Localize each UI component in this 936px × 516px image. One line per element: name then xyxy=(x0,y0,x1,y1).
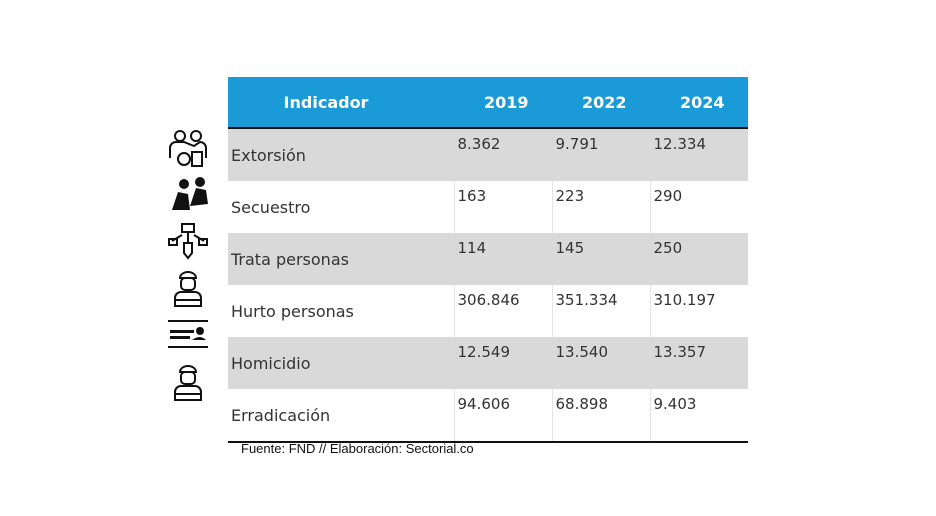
row-label: Extorsión xyxy=(228,128,454,181)
cell: 8.362 xyxy=(453,128,552,181)
crime-indicators-table: Indicador 2019 2022 2024 Extorsión 8.362 9… xyxy=(228,77,748,443)
cell: 13.540 xyxy=(551,337,650,389)
row-label: Trata personas xyxy=(228,233,454,285)
cell: 250 xyxy=(649,233,748,285)
cell: 13.357 xyxy=(649,337,748,389)
source-caption: Fuente: FND // Elaboración: Sectorial.co xyxy=(241,441,474,456)
table-row: Trata personas 114 145 250 xyxy=(228,233,748,285)
table-row: Erradicación 94.606 68.898 9.403 xyxy=(228,389,748,443)
cell: 12.334 xyxy=(649,128,748,181)
cell: 68.898 xyxy=(551,389,650,443)
header-2022: 2022 xyxy=(552,77,650,129)
cell: 223 xyxy=(551,181,650,233)
cell: 306.846 xyxy=(453,285,552,337)
row-label: Homicidio xyxy=(228,337,454,389)
thief-icon xyxy=(174,271,202,307)
cell: 310.197 xyxy=(649,285,748,337)
table-row: Secuestro 163 223 290 xyxy=(228,181,748,233)
cell: 145 xyxy=(551,233,650,285)
header-indicador: Indicador xyxy=(228,77,454,129)
cell: 9.791 xyxy=(551,128,650,181)
cell: 163 xyxy=(453,181,552,233)
header-2024: 2024 xyxy=(650,77,748,129)
header-row: Indicador 2019 2022 2024 xyxy=(228,77,748,129)
cell: 12.549 xyxy=(453,337,552,389)
header-2019: 2019 xyxy=(454,77,552,129)
human-trafficking-icon xyxy=(168,223,208,260)
extortion-icon xyxy=(169,130,207,167)
homicide-icon xyxy=(168,320,208,348)
cell: 94.606 xyxy=(453,389,552,443)
cell: 114 xyxy=(453,233,552,285)
cell: 9.403 xyxy=(649,389,748,443)
cell: 290 xyxy=(649,181,748,233)
thief-icon xyxy=(174,365,202,401)
table-row: Homicidio 12.549 13.540 13.357 xyxy=(228,337,748,389)
table-row: Hurto personas 306.846 351.334 310.197 xyxy=(228,285,748,337)
kidnapping-icon xyxy=(172,177,208,210)
row-label: Erradicación xyxy=(228,389,454,443)
table-row: Extorsión 8.362 9.791 12.334 xyxy=(228,128,748,181)
row-label: Secuestro xyxy=(231,197,311,217)
cell: 351.334 xyxy=(551,285,650,337)
row-label: Hurto personas xyxy=(231,301,354,321)
